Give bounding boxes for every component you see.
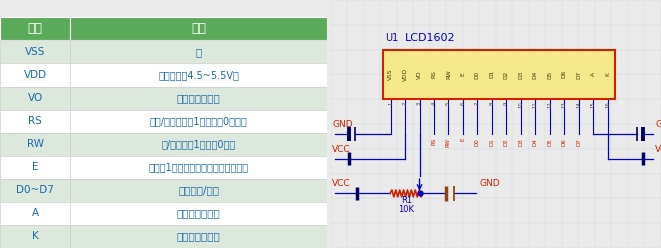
Text: E: E xyxy=(461,72,465,76)
Text: 背光灯电源负极: 背光灯电源负极 xyxy=(177,231,221,242)
Bar xyxy=(70,110,327,133)
Text: 3: 3 xyxy=(417,102,422,105)
Text: RS: RS xyxy=(432,70,436,78)
Bar xyxy=(70,133,327,156)
Text: RW: RW xyxy=(26,139,44,149)
Text: RW: RW xyxy=(446,138,451,147)
Text: 数据输入/输出: 数据输入/输出 xyxy=(178,185,219,195)
Text: VO: VO xyxy=(28,93,43,103)
Text: 4: 4 xyxy=(432,102,436,105)
Bar xyxy=(70,225,327,248)
Text: A: A xyxy=(32,208,39,218)
Bar xyxy=(0,133,70,156)
Text: VDD: VDD xyxy=(24,70,47,80)
Text: LCD1602: LCD1602 xyxy=(405,33,455,43)
Bar xyxy=(0,225,70,248)
Text: 1: 1 xyxy=(388,102,393,105)
Text: RS: RS xyxy=(432,138,436,145)
Text: 7: 7 xyxy=(475,102,480,105)
Text: D5: D5 xyxy=(547,70,552,79)
Text: RS: RS xyxy=(28,116,42,126)
Text: GND: GND xyxy=(479,180,500,188)
Text: D5: D5 xyxy=(547,138,552,146)
Text: VSS: VSS xyxy=(388,69,393,80)
Bar xyxy=(70,202,327,225)
Text: D4: D4 xyxy=(533,138,537,146)
Text: 9: 9 xyxy=(504,102,509,105)
Text: D0~D7: D0~D7 xyxy=(17,185,54,195)
Text: 功能: 功能 xyxy=(191,22,206,35)
Text: D0: D0 xyxy=(475,138,480,146)
Text: D7: D7 xyxy=(576,70,581,79)
Bar xyxy=(383,50,615,99)
Text: D6: D6 xyxy=(562,70,566,78)
Bar xyxy=(70,17,327,40)
Text: GND: GND xyxy=(655,120,661,129)
Text: 背光灯电源正极: 背光灯电源正极 xyxy=(177,208,221,218)
Text: VCC: VCC xyxy=(332,145,351,154)
Bar xyxy=(70,156,327,179)
Bar xyxy=(70,179,327,202)
Bar xyxy=(70,40,327,63)
Text: U1: U1 xyxy=(385,33,399,43)
Text: 13: 13 xyxy=(562,102,566,108)
Text: D7: D7 xyxy=(576,138,581,146)
Text: 8: 8 xyxy=(489,102,494,105)
Text: D2: D2 xyxy=(504,138,509,146)
Text: D4: D4 xyxy=(533,70,537,79)
Text: A: A xyxy=(590,72,596,76)
Bar xyxy=(0,110,70,133)
Text: VCC: VCC xyxy=(655,145,661,154)
Text: E: E xyxy=(32,162,38,172)
Text: RW: RW xyxy=(446,70,451,79)
Bar xyxy=(0,202,70,225)
Text: 14: 14 xyxy=(576,102,581,108)
Text: 地: 地 xyxy=(196,47,202,57)
Text: 数据/指令选择，1为数据，0为指令: 数据/指令选择，1为数据，0为指令 xyxy=(150,116,248,126)
Text: 12: 12 xyxy=(547,102,552,108)
Text: D3: D3 xyxy=(518,138,524,146)
Text: 对比度调节电压: 对比度调节电压 xyxy=(177,93,221,103)
Text: GND: GND xyxy=(332,120,353,129)
Bar xyxy=(0,87,70,110)
Text: 引脚: 引脚 xyxy=(28,22,43,35)
Text: D1: D1 xyxy=(489,70,494,78)
Text: VO: VO xyxy=(417,70,422,79)
Text: R1: R1 xyxy=(401,196,412,205)
Text: 6: 6 xyxy=(461,102,465,105)
Bar xyxy=(0,40,70,63)
Text: 5: 5 xyxy=(446,102,451,105)
Bar xyxy=(0,63,70,87)
Bar xyxy=(0,179,70,202)
Text: 15: 15 xyxy=(590,102,596,108)
Text: 11: 11 xyxy=(533,102,537,108)
Text: 使能，1为数据有效，下降沿执行命令: 使能，1为数据有效，下降沿执行命令 xyxy=(149,162,249,172)
Text: E: E xyxy=(461,138,465,141)
Text: D0: D0 xyxy=(475,70,480,79)
Bar xyxy=(70,63,327,87)
Text: K: K xyxy=(605,72,610,76)
Text: 10K: 10K xyxy=(399,205,414,214)
Text: D1: D1 xyxy=(489,138,494,146)
Text: 电源正极（4.5~5.5V）: 电源正极（4.5~5.5V） xyxy=(159,70,239,80)
Text: 读/写选择，1为读，0为写: 读/写选择，1为读，0为写 xyxy=(162,139,236,149)
Text: D3: D3 xyxy=(518,70,524,79)
Text: VCC: VCC xyxy=(332,180,351,188)
Bar xyxy=(0,17,70,40)
Bar xyxy=(0,156,70,179)
Text: VDD: VDD xyxy=(403,68,408,81)
Text: VSS: VSS xyxy=(25,47,46,57)
Text: K: K xyxy=(32,231,38,242)
Text: 10: 10 xyxy=(518,102,524,108)
Bar xyxy=(70,87,327,110)
Text: D6: D6 xyxy=(562,138,566,146)
Text: 16: 16 xyxy=(605,102,610,108)
Text: 2: 2 xyxy=(403,102,408,105)
Text: D2: D2 xyxy=(504,70,509,79)
